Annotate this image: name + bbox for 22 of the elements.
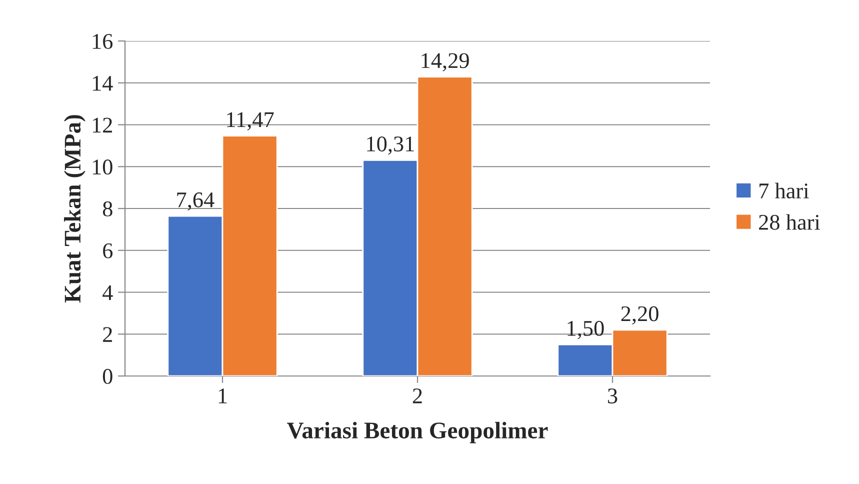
legend-label: 7 hari bbox=[760, 182, 809, 198]
data-label: 1,50 bbox=[568, 320, 604, 340]
y-tick-label: 16 bbox=[92, 34, 113, 49]
y-tick-label: 8 bbox=[102, 201, 112, 216]
y-axis-title: Kuat Tekan (MPa) bbox=[64, 115, 86, 303]
y-tick-label: 14 bbox=[92, 76, 113, 91]
x-tick-label: 3 bbox=[608, 388, 618, 404]
y-tick-label: 6 bbox=[103, 243, 113, 258]
y-tick-label: 4 bbox=[102, 285, 113, 300]
data-label: 14,29 bbox=[422, 53, 469, 72]
data-label: 2,20 bbox=[621, 306, 658, 324]
y-tick-label: 2 bbox=[103, 327, 112, 342]
data-label: 10,31 bbox=[367, 136, 414, 155]
y-tick-label: 0 bbox=[102, 368, 112, 384]
data-label: 7,64 bbox=[177, 192, 214, 211]
x-axis-title: Variasi Beton Geopolimer bbox=[287, 422, 548, 444]
y-tick-label: 12 bbox=[92, 118, 112, 132]
y-tick-label: 10 bbox=[92, 160, 112, 175]
x-tick-label: 2 bbox=[412, 388, 422, 404]
data-label: 11,47 bbox=[227, 112, 274, 130]
legend-label: 28 hari bbox=[759, 214, 820, 230]
x-tick-label: 1 bbox=[218, 388, 227, 404]
